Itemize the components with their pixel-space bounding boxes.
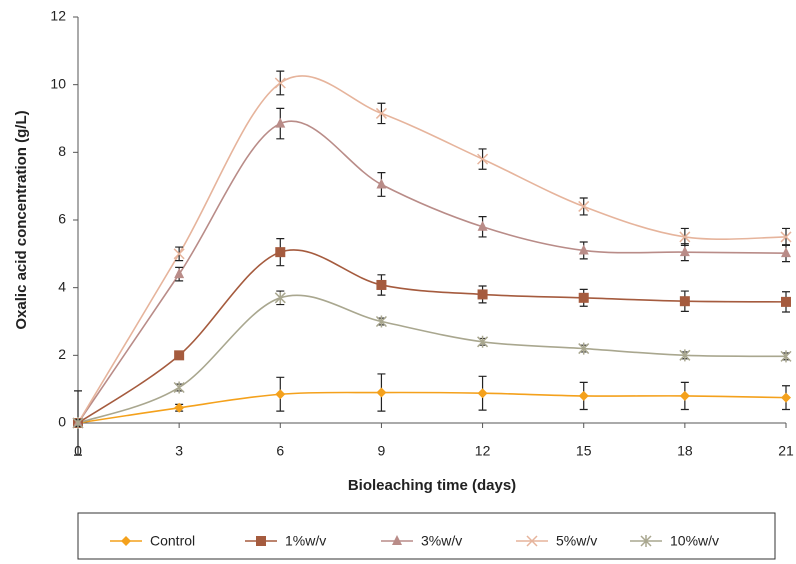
x-tick-label: 15 bbox=[576, 443, 592, 459]
marker bbox=[578, 200, 590, 212]
marker bbox=[578, 244, 589, 255]
marker bbox=[578, 342, 590, 355]
y-tick-label: 12 bbox=[50, 8, 66, 24]
marker bbox=[376, 387, 387, 398]
marker bbox=[679, 296, 690, 307]
marker bbox=[679, 246, 690, 257]
marker bbox=[121, 536, 131, 546]
marker bbox=[780, 231, 792, 243]
marker bbox=[174, 268, 185, 279]
marker bbox=[174, 350, 185, 361]
marker bbox=[173, 381, 185, 394]
marker bbox=[578, 390, 589, 401]
marker bbox=[679, 349, 691, 362]
marker bbox=[526, 535, 538, 547]
marker bbox=[477, 153, 489, 165]
marker bbox=[679, 231, 691, 243]
marker bbox=[275, 247, 286, 258]
marker bbox=[477, 289, 488, 300]
marker bbox=[376, 178, 387, 189]
legend-box bbox=[77, 512, 776, 560]
marker bbox=[375, 107, 387, 119]
x-tick-label: 21 bbox=[778, 443, 794, 459]
series-line bbox=[77, 120, 787, 424]
marker bbox=[392, 535, 402, 545]
marker bbox=[477, 388, 488, 399]
y-axis-title: Oxalic acid concentration (g/L) bbox=[13, 110, 30, 329]
marker bbox=[781, 247, 791, 258]
x-axis-title: Bioleaching time (days) bbox=[348, 477, 516, 494]
x-tick-label: 18 bbox=[677, 443, 693, 459]
series-line bbox=[77, 294, 787, 424]
x-tick-label: 6 bbox=[276, 443, 284, 459]
y-tick-label: 0 bbox=[58, 414, 66, 430]
marker bbox=[72, 417, 84, 429]
x-tick-label: 12 bbox=[475, 443, 491, 459]
marker bbox=[781, 392, 791, 403]
marker bbox=[578, 292, 589, 303]
marker bbox=[275, 389, 286, 400]
y-tick-label: 4 bbox=[58, 278, 66, 294]
series-line bbox=[77, 249, 787, 424]
y-tick-label: 2 bbox=[58, 346, 66, 362]
y-tick-label: 6 bbox=[58, 211, 66, 227]
marker bbox=[640, 535, 652, 547]
marker bbox=[173, 248, 185, 260]
series-line bbox=[77, 391, 787, 424]
marker bbox=[781, 296, 791, 307]
legend-label: 5%w/v bbox=[556, 533, 597, 549]
marker bbox=[375, 315, 387, 328]
marker bbox=[780, 350, 792, 363]
legend-label: 10%w/v bbox=[670, 533, 719, 549]
marker bbox=[376, 279, 387, 290]
marker bbox=[477, 335, 489, 348]
x-tick-label: 3 bbox=[175, 443, 183, 459]
marker bbox=[274, 291, 286, 304]
y-tick-label: 8 bbox=[58, 143, 66, 159]
marker bbox=[256, 536, 266, 546]
legend-label: Control bbox=[150, 533, 195, 549]
legend-label: 1%w/v bbox=[285, 533, 326, 549]
y-tick-label: 10 bbox=[50, 75, 66, 91]
marker bbox=[679, 390, 690, 401]
marker bbox=[275, 117, 286, 128]
marker bbox=[274, 77, 286, 89]
marker bbox=[174, 402, 185, 413]
marker bbox=[477, 220, 488, 231]
x-tick-label: 9 bbox=[378, 443, 386, 459]
legend-label: 3%w/v bbox=[421, 533, 462, 549]
